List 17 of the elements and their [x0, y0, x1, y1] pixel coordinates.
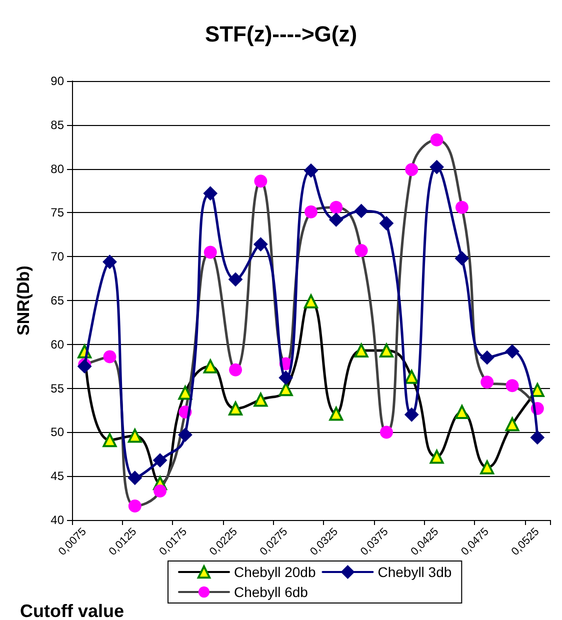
- chart-title: STF(z)---->G(z): [204, 22, 358, 46]
- x-axis-title: Cutoff value: [20, 601, 124, 620]
- y-tick-label: 75: [50, 206, 64, 220]
- y-tick-label: 45: [50, 469, 64, 484]
- legend-label: Chebyll 6db: [234, 584, 308, 600]
- y-tick-label: 50: [50, 425, 64, 440]
- y-tick-label: 85: [50, 118, 64, 132]
- legend-label: Chebyll 20db: [234, 564, 316, 580]
- y-tick-label: 90: [50, 74, 64, 88]
- y-tick-label: 55: [50, 381, 64, 396]
- legend-label: Chebyll 3db: [378, 564, 452, 580]
- y-axis-title: SNR(Db): [14, 266, 33, 336]
- y-tick-label: 70: [50, 250, 64, 264]
- y-tick-label: 65: [50, 294, 64, 308]
- y-tick-label: 80: [50, 162, 64, 176]
- y-tick-label: 60: [50, 337, 64, 352]
- y-tick-label: 40: [50, 513, 64, 527]
